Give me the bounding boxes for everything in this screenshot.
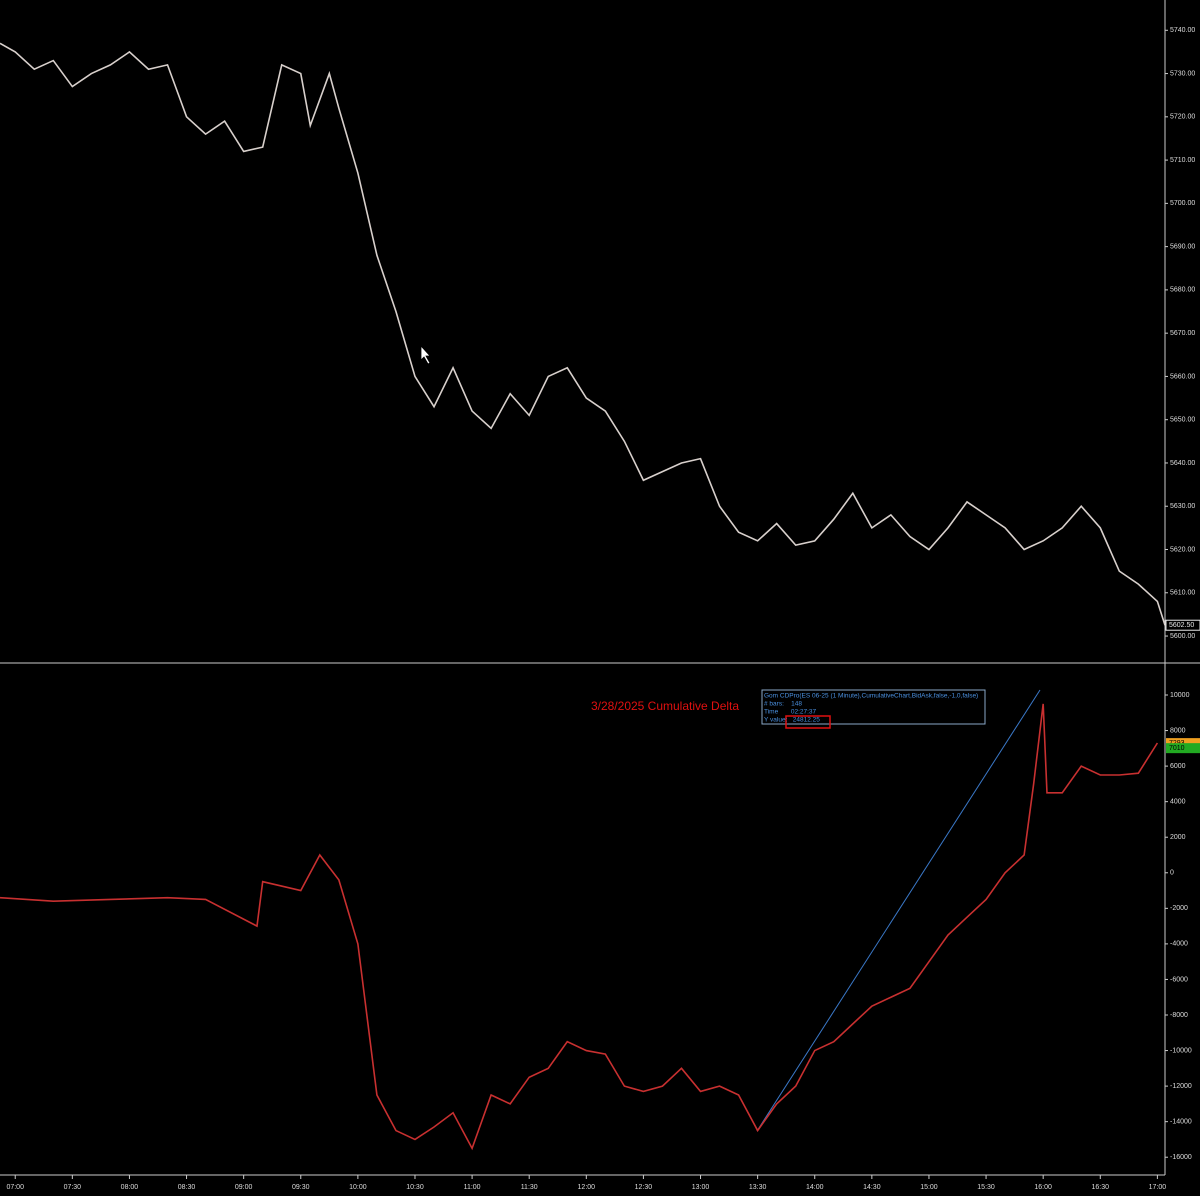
y-tick-label: 6000: [1170, 763, 1186, 770]
y-tick-label: 5640.00: [1170, 460, 1195, 467]
y-tick-label: 5650.00: [1170, 417, 1195, 424]
tooltip-line: # bars: 148: [764, 701, 802, 708]
y-tick-label: 5730.00: [1170, 70, 1195, 77]
x-tick-label: 09:00: [235, 1184, 253, 1191]
trend-line: [756, 689, 1041, 1132]
x-tick-label: 16:30: [1092, 1184, 1110, 1191]
x-tick-label: 12:00: [578, 1184, 596, 1191]
x-tick-label: 14:30: [863, 1184, 881, 1191]
cursor: [420, 344, 431, 365]
x-tick-label: 15:00: [920, 1184, 938, 1191]
y-tick-label: -12000: [1170, 1083, 1192, 1090]
y-tick-label: 5740.00: [1170, 27, 1195, 34]
annotation: 3/28/2025 Cumulative Delta: [591, 699, 739, 713]
y-tick-label: 5720.00: [1170, 114, 1195, 121]
y-tick-label: -16000: [1170, 1154, 1192, 1161]
tooltip-line: Gom CDPro(ES 06-25 (1 Minute),Cumulative…: [764, 693, 978, 700]
x-tick-label: 07:30: [64, 1184, 82, 1191]
y-tick-label: 5660.00: [1170, 373, 1195, 380]
x-tick-label: 10:30: [406, 1184, 424, 1191]
y-tick-label: 10000: [1170, 692, 1190, 699]
y-tick-label: -4000: [1170, 941, 1188, 948]
y-tick-label: -6000: [1170, 976, 1188, 983]
value-tag: [1165, 619, 1200, 631]
y-tick-label: 8000: [1170, 727, 1186, 734]
y-tick-label: -10000: [1170, 1047, 1192, 1054]
y-tick-label: 5610.00: [1170, 590, 1195, 597]
data-line: [0, 42, 1166, 626]
x-tick-label: 11:00: [464, 1184, 481, 1191]
y-tick-label: 5690.00: [1170, 243, 1195, 250]
y-tick-label: -14000: [1170, 1119, 1192, 1126]
value-tag: [1166, 743, 1200, 754]
y-tick-label: 5670.00: [1170, 330, 1195, 337]
x-tick-label: 13:00: [692, 1184, 710, 1191]
x-tick-label: 11:30: [521, 1184, 538, 1191]
y-tick-label: 5680.00: [1170, 287, 1195, 294]
y-tick-label: 5700.00: [1170, 200, 1195, 207]
x-tick-label: 09:30: [292, 1184, 310, 1191]
value-tag-label: 5602.50: [1169, 622, 1194, 629]
y-tick-label: 5620.00: [1170, 546, 1195, 553]
x-tick-label: 16:00: [1034, 1184, 1052, 1191]
x-tick-label: 12:30: [635, 1184, 653, 1191]
y-tick-label: 5710.00: [1170, 157, 1195, 164]
y-tick-label: 0: [1170, 870, 1174, 877]
tooltip-line: Time 02:27:37: [764, 709, 817, 716]
y-tick-label: 4000: [1170, 799, 1186, 806]
highlight-box: [785, 715, 831, 729]
x-tick-label: 07:00: [6, 1184, 24, 1191]
tooltip-box: [761, 689, 986, 725]
y-tick-label: 5600.00: [1170, 633, 1195, 640]
x-tick-label: 08:30: [178, 1184, 196, 1191]
y-tick-label: 5630.00: [1170, 503, 1195, 510]
x-tick-label: 17:00: [1149, 1184, 1167, 1191]
x-tick-label: 14:00: [806, 1184, 824, 1191]
data-line: [0, 703, 1159, 1151]
y-tick-label: -2000: [1170, 905, 1188, 912]
y-tick-label: -8000: [1170, 1012, 1188, 1019]
x-tick-label: 10:00: [349, 1184, 367, 1191]
x-tick-label: 13:30: [749, 1184, 767, 1191]
x-tick-label: 15:30: [977, 1184, 995, 1191]
y-tick-label: 2000: [1170, 834, 1186, 841]
tooltip-line: Y value: 24812.25: [764, 717, 820, 724]
x-tick-label: 08:00: [121, 1184, 139, 1191]
value-tag-label: 7010: [1169, 745, 1185, 752]
value-tag: [1166, 738, 1200, 749]
